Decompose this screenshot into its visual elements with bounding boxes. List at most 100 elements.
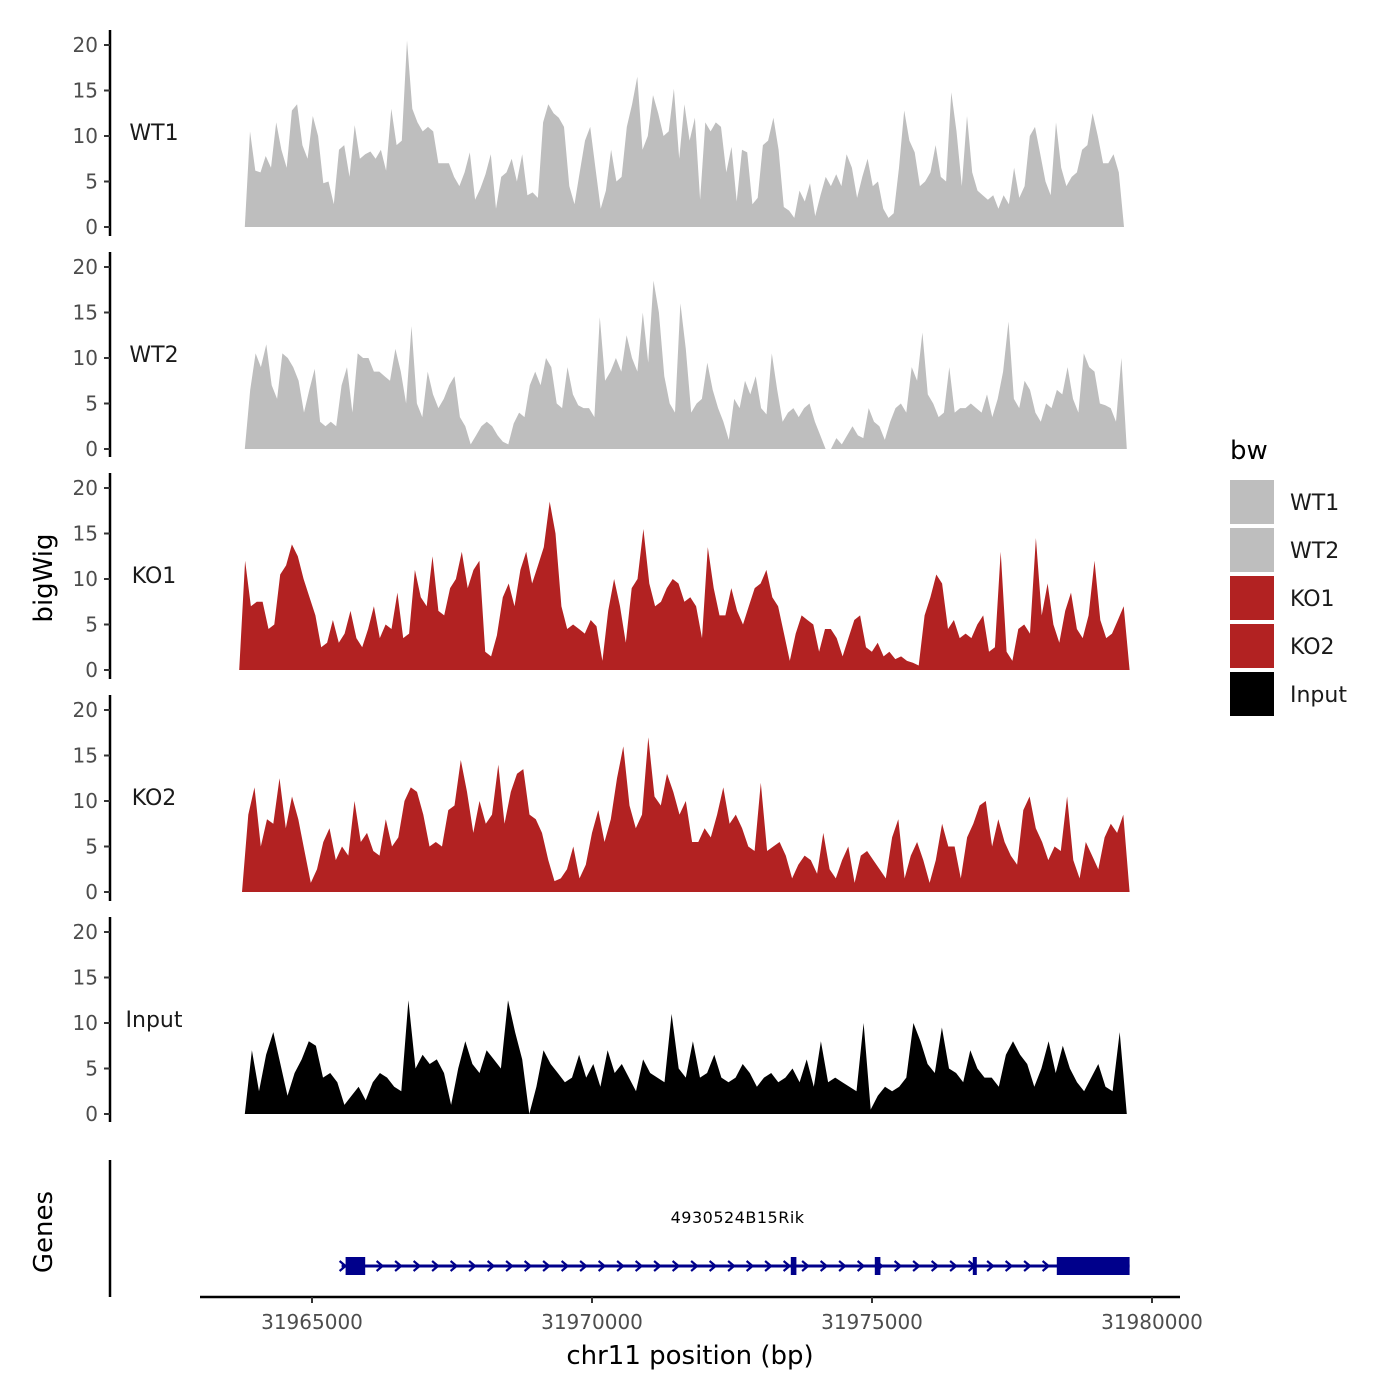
y-tick-label: 15 — [73, 79, 98, 103]
coverage-tracks: 0 5 10 15 20 WT1 0 5 10 15 20 WT2 0 5 10 15 20 KO1 0 5 10 15 2… — [73, 30, 1130, 1126]
track-label-ko2: KO2 — [132, 786, 177, 811]
legend-key-ko2 — [1230, 624, 1274, 668]
legend-label-input: Input — [1290, 683, 1347, 708]
y-tick-label: 10 — [73, 567, 98, 591]
strand-arrow — [1041, 1260, 1051, 1272]
strand-arrow — [986, 1260, 995, 1272]
y-tick-label: 5 — [85, 613, 98, 637]
strand-arrow — [579, 1260, 588, 1272]
genes-axis-title: Genes — [29, 1191, 59, 1273]
strand-arrow — [708, 1260, 718, 1272]
y-tick-label: 10 — [73, 1011, 98, 1035]
coverage-area-ko1 — [239, 501, 1130, 670]
legend-label-ko1: KO1 — [1290, 587, 1335, 612]
y-tick-label: 10 — [73, 346, 98, 370]
exon — [790, 1257, 797, 1275]
legend-key-input — [1230, 672, 1274, 716]
strand-arrow — [412, 1260, 422, 1272]
y-tick-label: 5 — [85, 170, 98, 194]
y-tick-label: 0 — [85, 1102, 98, 1126]
strand-arrow — [949, 1260, 958, 1272]
track-label-ko1: KO1 — [132, 564, 177, 589]
strand-arrow — [690, 1260, 699, 1272]
legend-key-ko1 — [1230, 576, 1274, 620]
strand-arrow — [394, 1260, 403, 1272]
track-label-wt1: WT1 — [129, 121, 178, 146]
y-tick-label: 5 — [85, 1057, 98, 1081]
y-tick-label: 0 — [85, 658, 98, 682]
strand-arrow — [542, 1260, 551, 1272]
coverage-area-ko2 — [242, 737, 1130, 892]
strand-arrow — [375, 1260, 385, 1272]
legend-label-wt2: WT2 — [1290, 539, 1339, 564]
y-tick-label: 20 — [73, 698, 98, 722]
y-tick-label: 15 — [73, 301, 98, 325]
y-tick-label: 5 — [85, 835, 98, 859]
gene-model: 4930524B15Rik — [338, 1208, 1130, 1275]
track-input: 0 5 10 15 20 Input — [73, 917, 1127, 1126]
x-tick-label: 31970000 — [541, 1310, 643, 1334]
strand-arrow — [930, 1260, 940, 1272]
y-tick-label: 5 — [85, 392, 98, 416]
y-tick-label: 15 — [73, 966, 98, 990]
strand-arrow — [505, 1260, 514, 1272]
legend-key-wt2 — [1230, 528, 1274, 572]
strand-arrow — [634, 1260, 644, 1272]
exon — [972, 1257, 977, 1275]
strand-arrow — [449, 1260, 459, 1272]
x-tick-label: 31965000 — [261, 1310, 363, 1334]
y-tick-label: 20 — [73, 255, 98, 279]
strand-arrow — [616, 1260, 625, 1272]
track-ko1: 0 5 10 15 20 KO1 — [73, 473, 1130, 682]
exon — [345, 1257, 366, 1275]
y-tick-label: 0 — [85, 215, 98, 239]
strand-arrow — [671, 1260, 681, 1272]
gene-track: 4930524B15Rik — [108, 1160, 1130, 1297]
track-wt1: 0 5 10 15 20 WT1 — [73, 30, 1125, 239]
legend-key-wt1 — [1230, 480, 1274, 524]
strand-arrow — [523, 1260, 533, 1272]
legend: bw WT1 WT2 KO1 KO2 Input — [1230, 436, 1347, 716]
x-axis-title: chr11 position (bp) — [566, 1341, 813, 1371]
track-wt2: 0 5 10 15 20 WT2 — [73, 252, 1127, 461]
strand-arrow — [893, 1260, 903, 1272]
legend-label-ko2: KO2 — [1290, 635, 1335, 660]
y-tick-label: 15 — [73, 522, 98, 546]
strand-arrow — [801, 1260, 810, 1272]
gene-name-label: 4930524B15Rik — [671, 1208, 805, 1227]
strand-arrow — [782, 1260, 792, 1272]
coverage-area-input — [244, 1000, 1127, 1114]
strand-arrow — [819, 1260, 829, 1272]
legend-title: bw — [1230, 436, 1268, 466]
strand-arrow — [745, 1260, 755, 1272]
strand-arrow — [912, 1260, 921, 1272]
strand-arrow — [764, 1260, 773, 1272]
coverage-area-wt1 — [244, 40, 1125, 227]
y-tick-label: 20 — [73, 33, 98, 57]
y-tick-label: 10 — [73, 789, 98, 813]
strand-arrow — [838, 1260, 847, 1272]
y-tick-label: 0 — [85, 437, 98, 461]
x-axis: 31965000 31970000 31975000 31980000 — [200, 1295, 1203, 1334]
exon — [1056, 1257, 1130, 1275]
exon — [874, 1257, 881, 1275]
track-label-input: Input — [126, 1008, 183, 1033]
strand-arrow — [468, 1260, 477, 1272]
strand-arrow — [431, 1260, 440, 1272]
legend-label-wt1: WT1 — [1290, 491, 1339, 516]
strand-arrow — [727, 1260, 736, 1272]
y-tick-label: 15 — [73, 744, 98, 768]
strand-arrow — [486, 1260, 496, 1272]
x-tick-label: 31975000 — [821, 1310, 923, 1334]
strand-arrow — [597, 1260, 607, 1272]
y-tick-label: 20 — [73, 920, 98, 944]
strand-arrow — [653, 1260, 662, 1272]
strand-arrow — [856, 1260, 866, 1272]
y-tick-label: 0 — [85, 880, 98, 904]
track-label-wt2: WT2 — [129, 343, 178, 368]
track-ko2: 0 5 10 15 20 KO2 — [73, 695, 1130, 904]
strand-arrow — [1004, 1260, 1014, 1272]
strand-arrow — [560, 1260, 570, 1272]
x-tick-label: 31980000 — [1101, 1310, 1203, 1334]
